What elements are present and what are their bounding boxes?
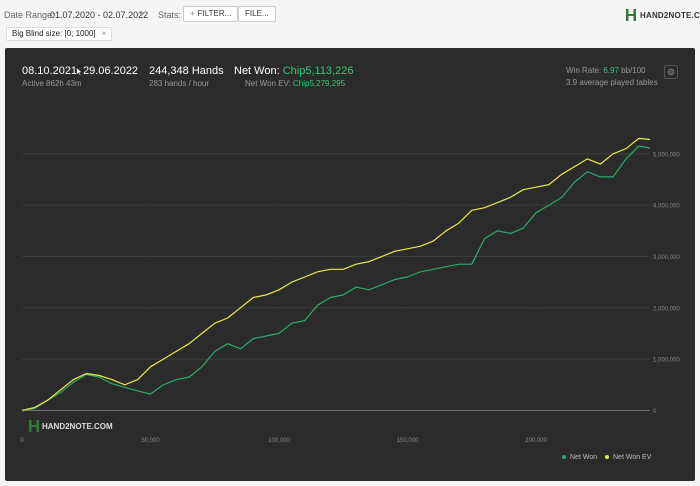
x-tick-label: 0 [20, 438, 24, 444]
average-tables: 3.9 average played tables [566, 78, 658, 87]
net-won-ev-label: Net Won EV: [245, 79, 294, 88]
net-won-value: Chip5,113,226 [282, 65, 354, 77]
win-rate-value: 6.97 [603, 66, 619, 75]
y-tick-label: 0 [653, 409, 657, 415]
y-tick-label: 1,000,000 [653, 358, 680, 364]
filter-button-label: FILTER... [197, 9, 232, 18]
date-to: 29.06.2022 [83, 65, 139, 77]
net-won-ev: Net Won EV: Chip5,279,295 [245, 79, 345, 88]
win-rate-label: Win Rate: [566, 66, 604, 75]
stats-label: Stats: [158, 10, 182, 20]
chevron-down-icon[interactable] [139, 12, 145, 16]
legend-label: Net Won EV [613, 454, 652, 461]
win-rate-unit: bb/100 [618, 66, 646, 75]
watermark-text: HAND2NOTE.COM [42, 421, 113, 431]
legend-item-net-won-ev[interactable]: Net Won EV [605, 454, 651, 461]
graph-panel: 08.10.2021 29.06.2022 Active 862h 43m 24… [5, 48, 695, 481]
filter-chip-label: Big Blind size: [0; 1000] [12, 29, 96, 38]
net-won-ev-value: Chip5,279,295 [293, 79, 346, 88]
hands-count: 244,348 Hands [149, 65, 224, 77]
net-won-ev-line [21, 137, 651, 411]
logo-icon [626, 9, 636, 21]
date-from: 08.10.2021 [22, 65, 78, 77]
filter-button[interactable]: + FILTER... [183, 6, 239, 22]
y-tick-label: 2,000,000 [653, 306, 680, 312]
x-tick-label: 150,000 [397, 438, 419, 444]
y-tick-label: 5,000,000 [653, 152, 680, 158]
toolbar: Date Range: 01.07.2020 - 02.07.2022 Stat… [0, 0, 700, 28]
legend-swatch [562, 455, 566, 460]
file-button[interactable]: FILE... [238, 6, 276, 22]
hand2note-logo[interactable]: HAND2NOTE.COM [625, 8, 700, 22]
watermark-logo-icon [29, 420, 39, 432]
filter-chip: Big Blind size: [0; 1000] × [6, 27, 113, 41]
y-tick-label: 3,000,000 [653, 255, 680, 261]
net-won-line [21, 145, 651, 411]
profit-chart: 0 1,000,000 2,000,000 3,000,000 4,000,000 5,0… [20, 121, 680, 444]
date-range-select[interactable]: 01.07.2020 - 02.07.2022 [50, 10, 149, 20]
y-tick-label: 4,000,000 [653, 204, 680, 210]
legend-item-net-won[interactable]: Net Won [562, 454, 597, 461]
legend-swatch [605, 455, 609, 460]
close-icon[interactable]: × [101, 29, 107, 38]
logo-text: HAND2NOTE.COM [640, 10, 700, 20]
gear-icon[interactable]: ⚙ [664, 65, 678, 79]
cursor-icon [76, 67, 83, 77]
win-rate: Win Rate: 6.97 bb/100 [566, 66, 646, 75]
date-range-label: Date Range: [4, 10, 55, 20]
x-tick-label: 50,000 [141, 438, 160, 444]
active-time: Active 862h 43m [22, 79, 82, 88]
net-won-label: Net Won: [234, 65, 283, 77]
chart-watermark: HAND2NOTE.COM [29, 420, 113, 432]
hands-rate: 283 hands / hour [149, 79, 210, 88]
x-tick-label: 200,000 [525, 438, 547, 444]
file-button-label: FILE... [245, 9, 269, 18]
x-tick-label: 100,000 [268, 438, 290, 444]
legend-label: Net Won [570, 454, 598, 461]
plus-icon: + [190, 9, 195, 18]
net-won: Net Won: Chip5,113,226 [234, 65, 353, 77]
